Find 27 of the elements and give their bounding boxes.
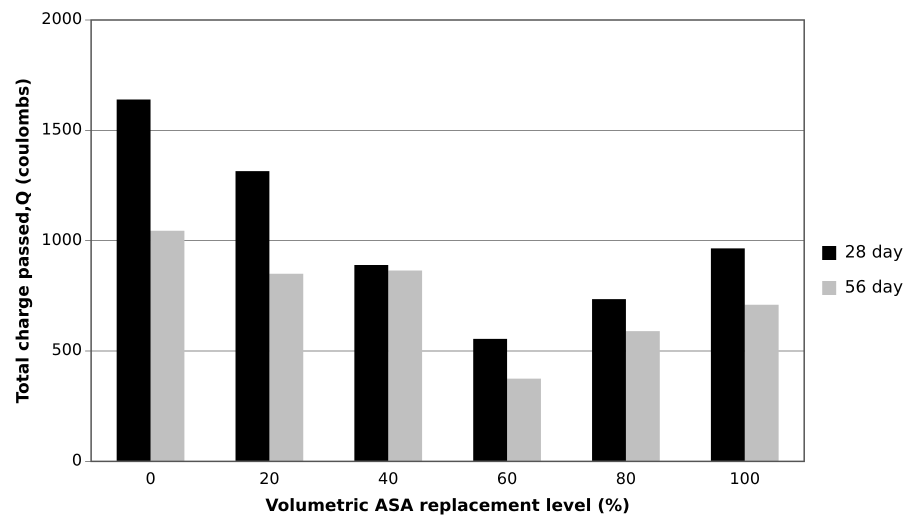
x-tick-label: 0 <box>145 469 156 488</box>
x-tick-label: 40 <box>378 469 398 488</box>
bar <box>116 99 151 461</box>
bar <box>269 274 304 461</box>
bar <box>236 171 270 461</box>
bar <box>710 248 745 461</box>
bar <box>150 230 184 461</box>
bar <box>473 338 508 461</box>
bar <box>592 299 626 461</box>
x-axis-title: Volumetric ASA replacement level (%) <box>265 496 630 516</box>
y-axis-title: Total charge passed,Q (coulombs) <box>14 78 34 404</box>
bar <box>507 378 541 461</box>
x-tick-label: 60 <box>496 469 518 488</box>
y-tick-label: 500 <box>52 340 82 360</box>
legend-label: 28 day <box>844 242 904 262</box>
x-tick-label: 20 <box>259 469 280 488</box>
y-tick-label: 1000 <box>41 230 82 249</box>
bar <box>388 270 422 461</box>
bar <box>354 264 388 461</box>
bar <box>626 331 660 461</box>
y-tick-label: 2000 <box>41 9 82 28</box>
bar <box>744 304 779 461</box>
x-tick-label: 100 <box>730 469 760 488</box>
y-tick-label: 1500 <box>41 120 82 139</box>
legend-label: 56 day <box>844 277 904 298</box>
y-tick-label: 0 <box>72 450 82 470</box>
x-tick-label: 80 <box>616 469 636 488</box>
